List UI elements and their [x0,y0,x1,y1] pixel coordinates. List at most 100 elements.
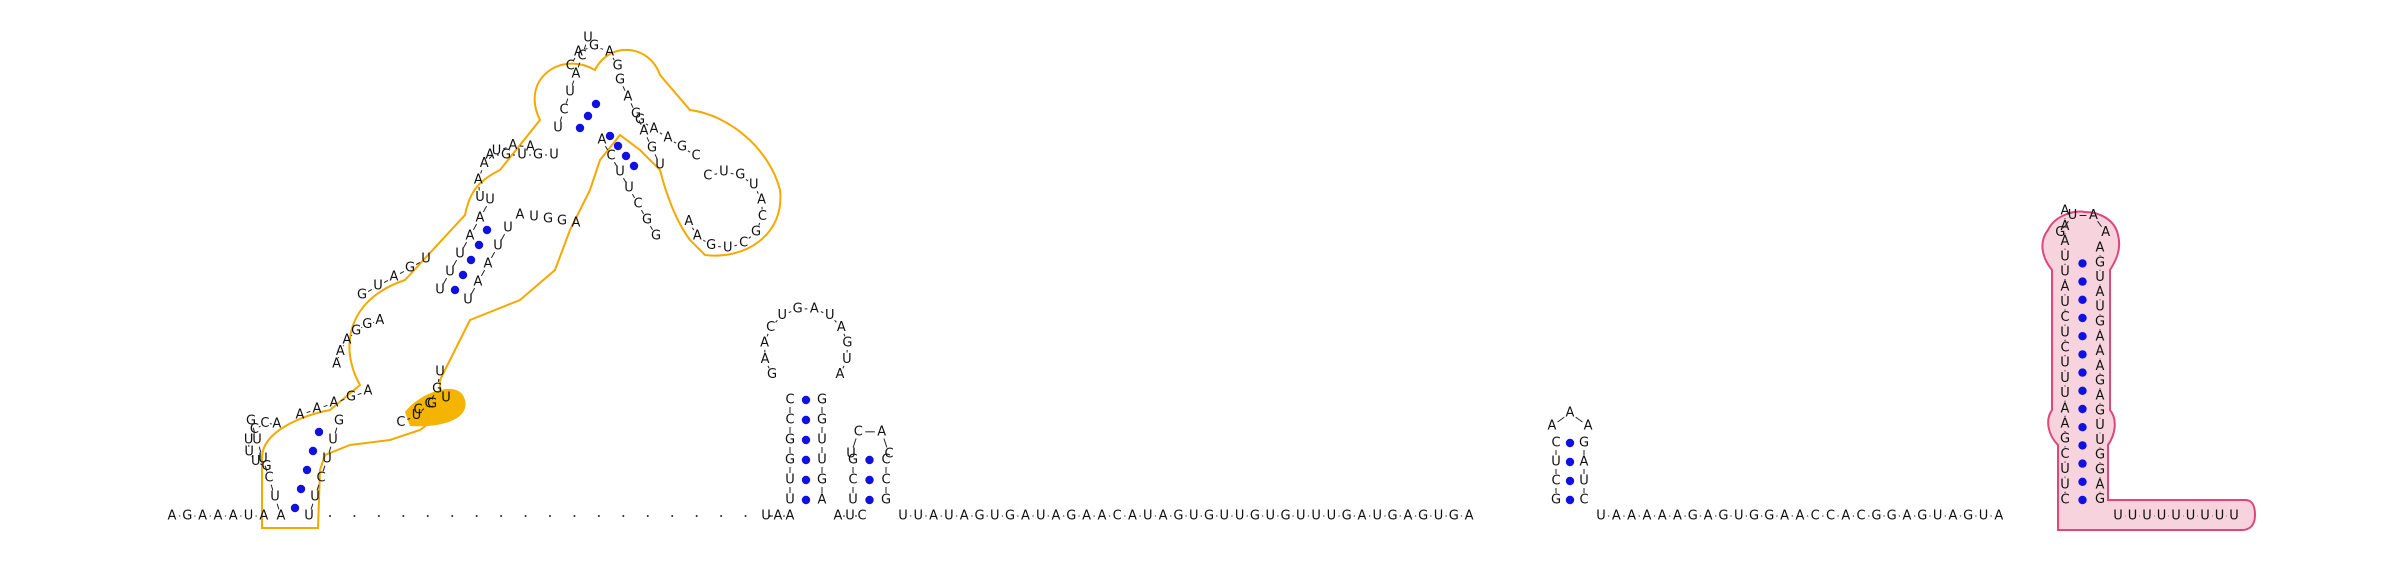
backbone-segment [756,191,759,194]
yellow-domain-nucleotide: U [435,283,445,298]
yellow-domain-nucleotide: G [735,168,745,183]
left-tail-nucleotide: A [168,509,177,524]
terminator-nucleotide: A [2061,417,2070,432]
yellow-domain-nucleotide: U [492,144,502,159]
backbone-segment [490,251,496,259]
yellow-domain-nucleotide: A [390,270,399,285]
yellow-domain-nucleotide: G [642,213,652,228]
backbone-segment [766,333,769,337]
yellow-domain-nucleotide: G [751,224,761,239]
hairpin1-nucleotide: G [793,301,803,316]
baseline-nucleotide: G [1280,509,1290,524]
baseline-nucleotide: U [914,509,924,524]
yellow-domain-nucleotide: A [480,156,489,171]
gap-dot [769,515,771,517]
terminator-nucleotide: A [2096,344,2105,359]
backbone-segment [310,503,314,510]
terminator-nucleotide: U [2060,265,2070,280]
hairpin1-nucleotide: U [817,433,827,448]
yellow-domain-nucleotide: A [296,408,305,423]
backbone-segment [758,222,761,226]
base-pair-dot [621,151,631,161]
hairpin2-nucleotide: C [881,473,890,488]
baseline-nucleotide: U [1189,509,1199,524]
hairpin1-nucleotide: G [842,335,852,350]
backbone-segment [571,80,575,86]
hairpin3-nucleotide: A [1547,419,1556,434]
hairpin2-nucleotide: U [846,447,856,462]
baseline-nucleotide: A [1704,509,1713,524]
terminator-nucleotide: U [2095,433,2105,448]
yellow-domain-nucleotide: A [474,275,483,290]
yellow-highlighted-domain [261,48,782,529]
terminator-nucleotide: U [2095,300,2105,315]
backbone-segment [480,269,486,277]
baseline-nucleotide: G [1418,509,1428,524]
backbone-segment [2063,220,2069,228]
yellow-domain-nucleotide: G [432,381,442,396]
hairpin1-nucleotide: A [810,301,819,316]
backbone-segment [842,365,845,369]
backbone-segment [367,288,373,293]
backbone-segment [259,463,263,466]
baseline-nucleotide: C [1857,509,1866,524]
left-tail-nucleotide: A [213,509,222,524]
backbone-segment [702,239,706,242]
baseline-nucleotide: G [974,509,984,524]
baseline-nucleotide: A [1465,509,1474,524]
yellow-domain-nucleotide: U [529,210,539,225]
backbone-segment [638,120,642,125]
terminator-nucleotide: U [2060,371,2070,386]
backbone-segment [264,465,268,472]
baseline-nucleotide: G [1005,509,1015,524]
gap-dot [744,515,747,517]
yellow-domain-nucleotide: G [346,390,356,405]
yellow-domain-nucleotide: U [328,433,338,448]
base-pair-dot [865,475,874,485]
baseline-nucleotide: A [929,509,938,524]
backbone-segment [613,161,618,167]
backbone-segment [488,155,492,159]
hairpin2-nucleotide: U [848,493,858,508]
baseline-nucleotide: C [1811,509,1820,524]
yellow-domain-nucleotide: G [262,459,272,474]
baseline-nucleotide: A [960,509,969,524]
yellow-domain-nucleotide: G [615,73,625,88]
base-pair-dot [450,285,460,295]
terminator-nucleotide: A [2061,204,2070,219]
baseline-nucleotide: A [1358,509,1367,524]
yellow-domain-nucleotide: A [624,90,633,105]
yellow-domain-nucleotide: U [251,454,261,469]
yellow-domain-nucleotide: G [647,141,657,156]
base-pair-dot [2078,332,2087,341]
terminator-nucleotide: C [2060,493,2069,508]
hairpin3-nucleotide: G [1551,493,1561,508]
backbone-segment [843,333,846,337]
backbone-segment [630,103,634,108]
backbone-segment [730,172,734,175]
backbone-segment [251,455,254,458]
baseline-nucleotide: A [1780,509,1789,524]
yellow-domain-nucleotide: G [334,414,344,429]
gap-dot [451,515,454,517]
terminator-nucleotide: A [2096,241,2105,256]
yellow-domain-nucleotide: U [517,148,527,163]
yellow-domain-nucleotide: A [272,417,281,432]
baseline-nucleotide: A [1673,509,1682,524]
backbone-segment [1557,416,1565,423]
base-pair-dot [2078,423,2087,432]
yellow-domain-nucleotide: A [574,44,583,59]
terminator-nucleotide: A [2096,285,2105,300]
yellow-domain-nucleotide: U [475,190,485,205]
yellow-domain-nucleotide: A [509,138,518,153]
yellow-domain-nucleotide: A [693,229,702,244]
yellow-domain-nucleotide: U [719,165,729,180]
terminator-nucleotide: G [2095,492,2105,507]
baseline-nucleotide: A [1841,509,1850,524]
yellow-domain-nucleotide: C [396,415,405,430]
baseline-nucleotide: A [1627,509,1636,524]
hairpin3-nucleotide: A [1584,419,1593,434]
yellow-domain-nucleotide: A [474,172,483,187]
yellow-domain-nucleotide: C [260,416,269,431]
